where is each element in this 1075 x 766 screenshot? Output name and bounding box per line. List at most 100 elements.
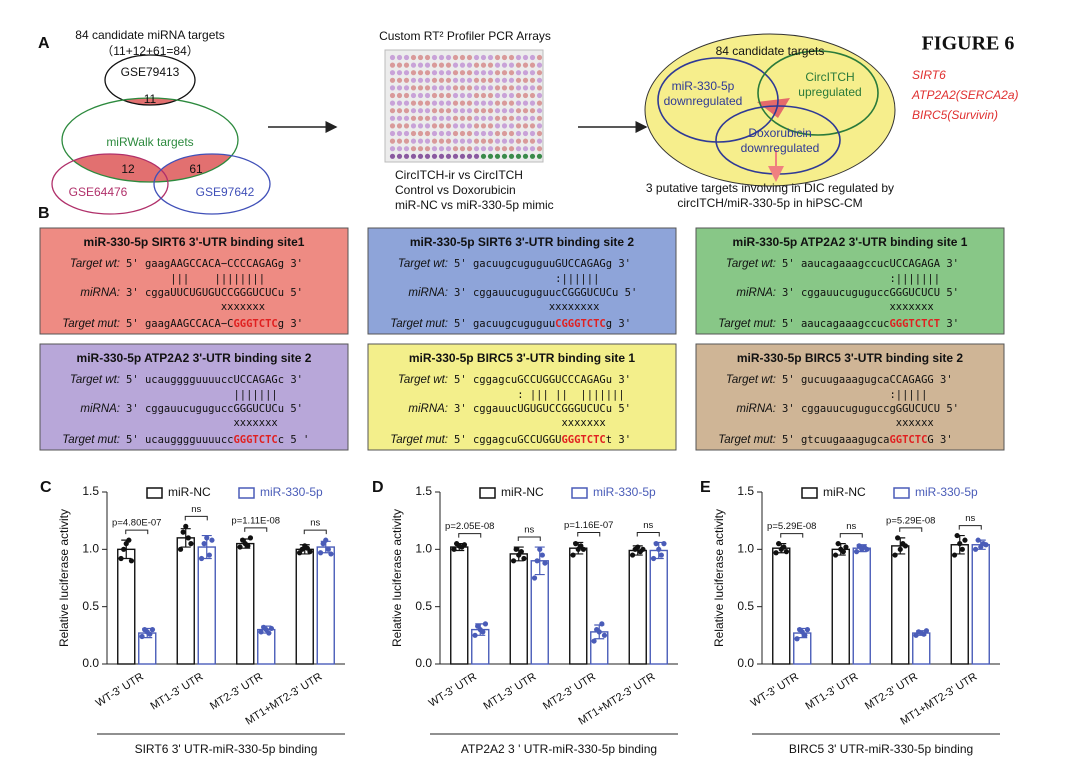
well	[459, 146, 466, 152]
mutation-marks: xxxxxxx	[126, 417, 278, 429]
well	[536, 62, 543, 68]
well	[480, 123, 487, 129]
well	[452, 146, 459, 152]
mutation-marks: xxxxxxx	[126, 301, 265, 313]
well	[501, 77, 508, 83]
well	[459, 130, 466, 137]
well	[487, 108, 494, 114]
result-text: circITCH/miR-330-5p in hiPSC-CM	[677, 196, 862, 210]
seq-label: Target wt:	[398, 374, 448, 386]
well	[438, 130, 445, 137]
data-point	[201, 541, 207, 547]
well	[452, 108, 459, 114]
sequence: 5' cggagcuGCCUGGUGGGTCTCt 3'	[454, 434, 631, 446]
sig-bracket	[184, 515, 208, 521]
bar	[891, 545, 910, 665]
well	[494, 146, 501, 152]
data-point	[128, 558, 135, 564]
well	[417, 85, 424, 91]
well	[501, 70, 508, 76]
well	[438, 108, 445, 114]
x-tick-label: MT1-3' UTR	[482, 671, 539, 713]
bar	[509, 553, 528, 665]
well	[487, 62, 494, 68]
box	[367, 343, 677, 451]
well	[396, 70, 403, 76]
bar	[236, 542, 255, 665]
y-tick-label: 0.0	[82, 656, 99, 670]
well	[494, 153, 501, 159]
data-point	[518, 549, 524, 555]
y-tick-label: 1.5	[82, 484, 99, 498]
well	[396, 62, 403, 68]
sig-label: ns	[310, 518, 320, 529]
data-point	[962, 537, 968, 543]
well	[396, 123, 403, 129]
well	[522, 138, 529, 144]
well	[480, 100, 487, 106]
well	[494, 138, 501, 144]
bar	[316, 546, 335, 665]
well	[473, 146, 480, 152]
legend-swatch	[801, 487, 818, 499]
wells	[389, 54, 543, 159]
well	[452, 115, 459, 121]
well	[417, 77, 424, 83]
sequence: 5' cggagcuGCCUGGUCCCAGAGu 3'	[454, 374, 631, 386]
sequence-part: 3'	[940, 318, 959, 330]
well	[536, 100, 543, 106]
well	[417, 130, 424, 137]
well	[389, 92, 396, 99]
sequence-part: 5' gtcuugaaagugca	[782, 434, 889, 446]
well	[522, 62, 529, 68]
data-point	[180, 529, 186, 535]
venn-set	[153, 153, 271, 215]
sig-bracket	[839, 533, 863, 538]
well	[466, 54, 473, 61]
bar	[831, 548, 850, 665]
well	[529, 85, 536, 91]
well	[410, 70, 417, 76]
sig-bracket	[958, 525, 982, 530]
well	[403, 54, 410, 61]
bar	[649, 549, 668, 665]
well	[515, 146, 522, 152]
data-point	[895, 535, 901, 541]
sequence-part: GGGTCTC	[233, 434, 277, 446]
well	[508, 153, 515, 159]
well	[515, 85, 522, 91]
well	[410, 62, 417, 68]
well	[466, 100, 473, 106]
data-point	[513, 546, 519, 552]
well	[424, 70, 431, 76]
well	[494, 85, 501, 91]
well	[529, 77, 536, 83]
set-label: GSE97642	[196, 185, 255, 199]
data-point	[599, 621, 605, 627]
pairing: :|||||||	[782, 273, 940, 285]
well	[389, 146, 396, 152]
well	[452, 70, 459, 76]
well	[424, 108, 431, 114]
well	[480, 70, 487, 76]
sig-label: p=5.29E-08	[886, 515, 935, 526]
sequence: 5' ucaugggguuuuccUCCAGAGc 3'	[126, 374, 303, 386]
well	[466, 153, 473, 159]
well	[487, 130, 494, 137]
seq-label: Target mut:	[390, 318, 448, 330]
binding-site-box: miR-330-5p BIRC5 3'-UTR binding site 1 Ta…	[367, 343, 677, 451]
data-point	[472, 632, 478, 638]
data-point	[804, 627, 811, 633]
data-point	[783, 549, 790, 555]
well	[396, 153, 403, 159]
well	[417, 138, 424, 144]
legend-swatch	[893, 487, 910, 499]
panel-letter: E	[700, 479, 711, 496]
well	[494, 115, 501, 121]
well	[459, 108, 466, 114]
well	[536, 54, 543, 61]
well	[417, 92, 424, 99]
well	[480, 92, 487, 99]
venn-title: 84 candidate targets	[716, 44, 825, 58]
well	[501, 130, 508, 137]
